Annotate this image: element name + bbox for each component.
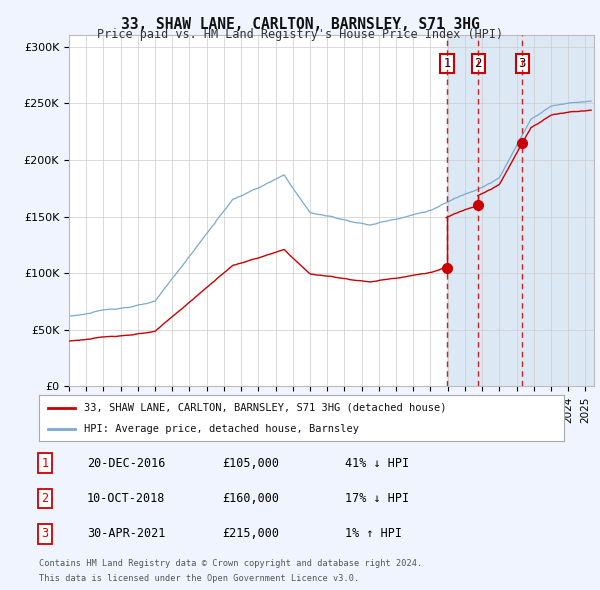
- Text: Price paid vs. HM Land Registry's House Price Index (HPI): Price paid vs. HM Land Registry's House …: [97, 28, 503, 41]
- Text: 3: 3: [518, 57, 526, 70]
- Text: 41% ↓ HPI: 41% ↓ HPI: [345, 457, 409, 470]
- Text: 1: 1: [41, 457, 49, 470]
- Text: 2: 2: [41, 492, 49, 505]
- Text: £215,000: £215,000: [222, 527, 279, 540]
- Text: 1: 1: [443, 57, 451, 70]
- Text: 3: 3: [41, 527, 49, 540]
- Text: 2: 2: [475, 57, 482, 70]
- Text: 33, SHAW LANE, CARLTON, BARNSLEY, S71 3HG: 33, SHAW LANE, CARLTON, BARNSLEY, S71 3H…: [121, 17, 479, 31]
- Text: 30-APR-2021: 30-APR-2021: [87, 527, 166, 540]
- Text: 1% ↑ HPI: 1% ↑ HPI: [345, 527, 402, 540]
- Text: £160,000: £160,000: [222, 492, 279, 505]
- Text: 20-DEC-2016: 20-DEC-2016: [87, 457, 166, 470]
- Text: £105,000: £105,000: [222, 457, 279, 470]
- Text: 17% ↓ HPI: 17% ↓ HPI: [345, 492, 409, 505]
- Text: Contains HM Land Registry data © Crown copyright and database right 2024.: Contains HM Land Registry data © Crown c…: [39, 559, 422, 568]
- Text: This data is licensed under the Open Government Licence v3.0.: This data is licensed under the Open Gov…: [39, 574, 359, 583]
- Text: 33, SHAW LANE, CARLTON, BARNSLEY, S71 3HG (detached house): 33, SHAW LANE, CARLTON, BARNSLEY, S71 3H…: [83, 403, 446, 413]
- Text: HPI: Average price, detached house, Barnsley: HPI: Average price, detached house, Barn…: [83, 424, 359, 434]
- Text: 10-OCT-2018: 10-OCT-2018: [87, 492, 166, 505]
- Bar: [447, 35, 594, 386]
